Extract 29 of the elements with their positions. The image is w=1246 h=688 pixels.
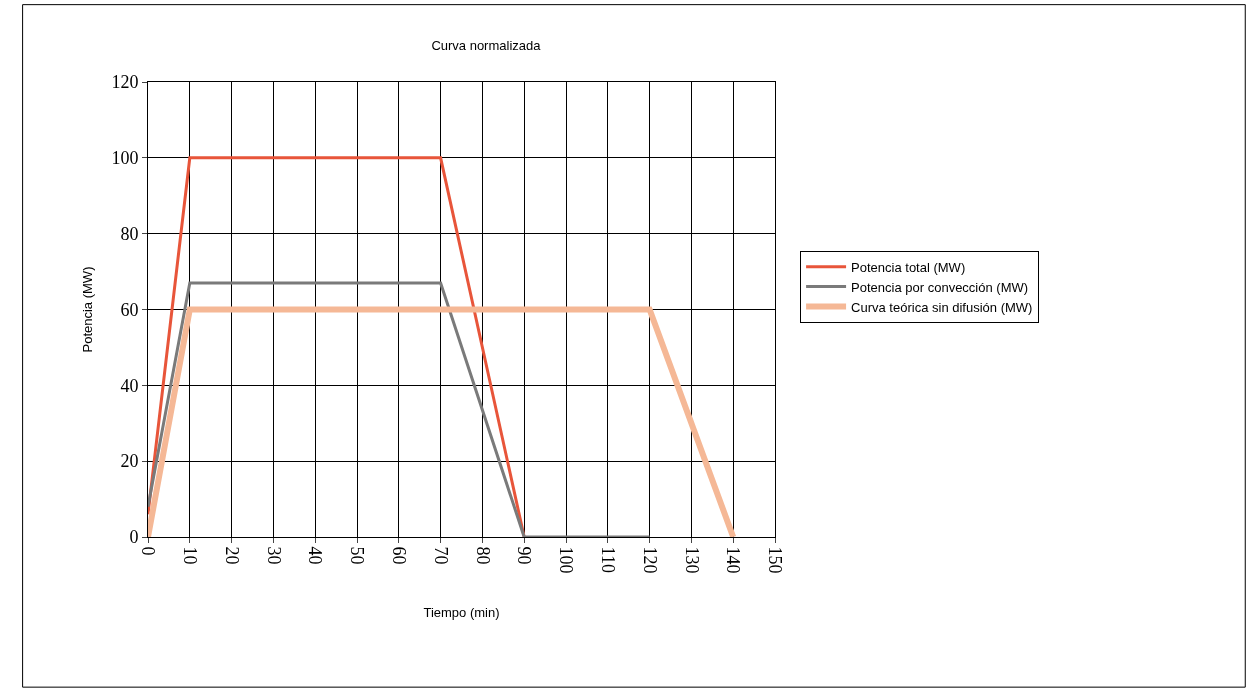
y-tick-label: 80 <box>120 223 139 244</box>
x-tick-label: 40 <box>305 546 326 565</box>
y-tick-label: 120 <box>111 72 139 93</box>
x-tick-label: 30 <box>263 546 284 565</box>
y-tick-label: 20 <box>120 451 139 472</box>
chart-title: Curva normalizada <box>431 38 542 54</box>
legend-label: Curva teórica sin difusión (MW) <box>851 299 1033 315</box>
x-tick-label: 150 <box>765 546 786 574</box>
x-tick-label: 60 <box>388 546 409 565</box>
x-axis-title: Tiempo (min) <box>423 605 500 621</box>
x-tick-label: 110 <box>597 546 618 573</box>
y-tick-label: 40 <box>120 375 139 396</box>
x-tick-label: 20 <box>221 546 242 565</box>
x-tick-label: 130 <box>681 546 702 574</box>
legend-label: Potencia por convección (MW) <box>851 279 1029 295</box>
y-tick-label: 60 <box>120 299 139 320</box>
x-tick-label: 100 <box>556 546 577 574</box>
x-tick-label: 80 <box>472 546 493 565</box>
x-tick-label: 90 <box>514 546 535 565</box>
x-tick-label: 50 <box>347 546 368 565</box>
x-tick-label: 0 <box>138 546 159 556</box>
x-tick-label: 120 <box>639 546 660 574</box>
legend-label: Potencia total (MW) <box>851 259 966 275</box>
x-tick-label: 140 <box>723 546 744 574</box>
y-tick-label: 100 <box>111 148 139 169</box>
x-tick-label: 10 <box>179 546 200 565</box>
y-axis-title: Potencia (MW) <box>80 266 96 353</box>
x-tick-label: 70 <box>430 546 451 565</box>
y-tick-label: 0 <box>129 527 139 548</box>
